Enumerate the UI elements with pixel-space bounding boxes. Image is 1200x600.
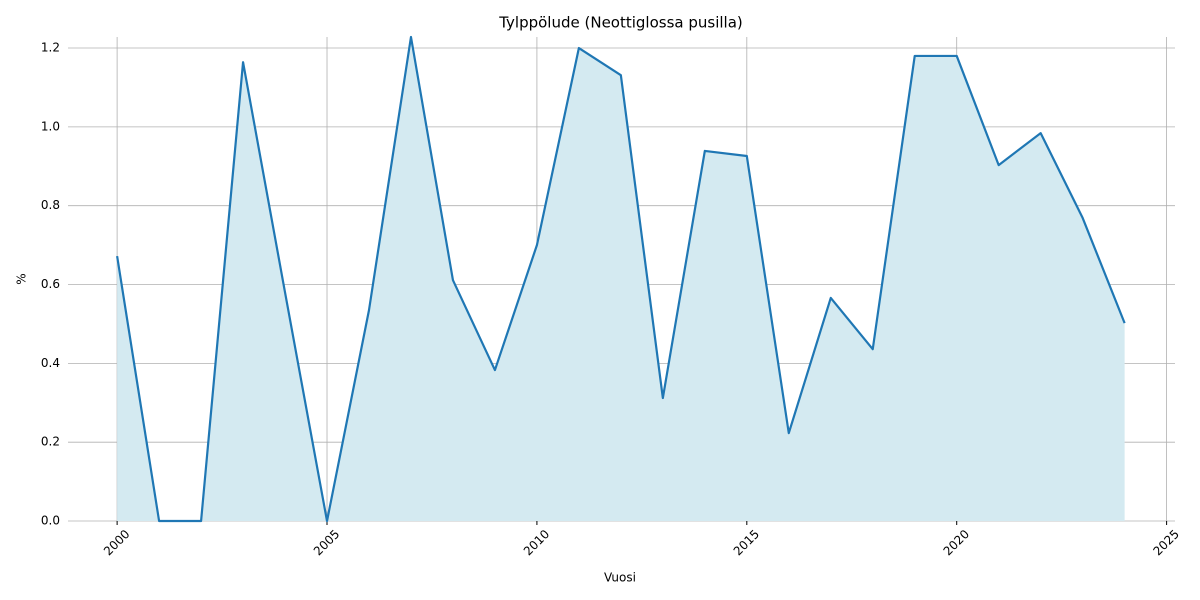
x-tick-label: 2015 <box>731 527 762 558</box>
y-tick-label: 0.8 <box>41 198 60 212</box>
y-tick-label: 0.6 <box>41 277 60 291</box>
x-tick-label: 2010 <box>521 527 552 558</box>
x-tick-label: 2000 <box>101 527 132 558</box>
x-tick-label: 2025 <box>1151 527 1182 558</box>
y-tick-label: 1.2 <box>41 41 60 55</box>
line <box>116 35 1126 523</box>
y-tick-label: 0.0 <box>41 514 60 528</box>
y-tick-label: 0.2 <box>41 435 60 449</box>
chart-title: Tylppölude (Neottiglossa pusilla) <box>498 14 743 32</box>
x-tick-label: 2005 <box>311 527 342 558</box>
x-axis-label: Vuosi <box>604 571 636 585</box>
x-tick-label: 2020 <box>941 527 972 558</box>
y-axis-label: % <box>15 273 29 284</box>
y-tick-label: 0.4 <box>41 356 60 370</box>
y-tick-label: 1.0 <box>41 119 60 133</box>
area <box>117 37 1125 521</box>
